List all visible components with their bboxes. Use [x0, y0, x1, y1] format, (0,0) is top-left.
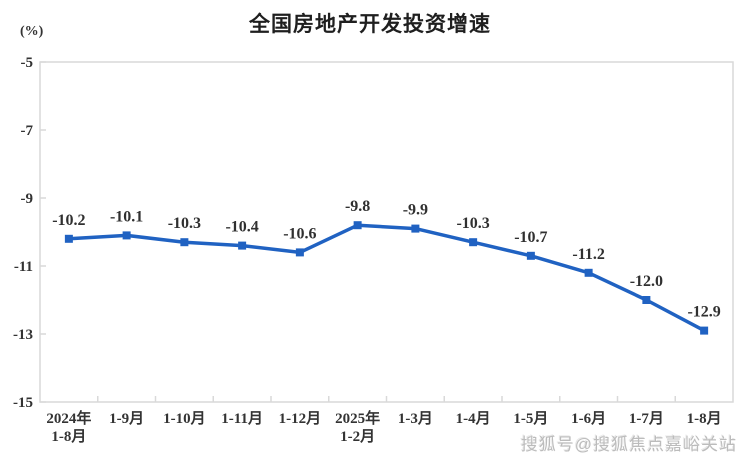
y-axis-tick-label: -9 — [21, 191, 34, 207]
x-axis-label: 1-3月 — [398, 410, 433, 427]
data-point-marker — [64, 234, 73, 243]
data-point-marker — [180, 238, 189, 247]
data-point-label: -11.2 — [572, 246, 604, 263]
x-axis-label: 1-4月 — [456, 410, 491, 427]
x-axis-label: 2024年 1-8月 — [46, 409, 91, 445]
data-point-marker — [353, 221, 362, 230]
data-point-label: -10.7 — [514, 229, 547, 246]
data-point-marker — [238, 241, 247, 250]
x-axis-label: 1-9月 — [109, 410, 144, 427]
data-point-marker — [411, 224, 420, 233]
y-axis-tick-label: -13 — [13, 327, 33, 343]
data-point-label: -9.8 — [345, 198, 370, 215]
data-point-label: -9.9 — [403, 202, 428, 219]
x-axis-label: 2025年 1-2月 — [335, 409, 380, 445]
y-axis-tick-label: -11 — [14, 259, 33, 275]
x-axis-label: 1-7月 — [629, 410, 664, 427]
data-point-label: -10.3 — [168, 215, 201, 232]
x-axis-label: 1-5月 — [513, 410, 548, 427]
data-point-marker — [642, 296, 651, 304]
x-axis-label: 1-12月 — [279, 410, 322, 427]
data-point-marker — [469, 238, 478, 247]
x-axis-label: 1-8月 — [687, 410, 722, 427]
data-point-label: -10.6 — [283, 225, 316, 242]
y-axis-tick-label: -7 — [21, 123, 34, 139]
data-point-marker — [700, 326, 709, 335]
data-point-marker — [526, 251, 535, 260]
watermark-text: 搜狐号@搜狐焦点嘉峪关站 — [520, 435, 737, 454]
data-point-marker — [295, 248, 304, 257]
y-axis-unit-label: (%) — [20, 24, 44, 39]
chart-title: 全国房地产开发投资增速 — [249, 13, 491, 36]
x-axis-label: 1-10月 — [163, 410, 206, 427]
data-line — [67, 223, 706, 333]
y-axis-tick-label: -5 — [21, 55, 34, 71]
data-point-marker — [584, 268, 593, 277]
data-point-marker — [122, 231, 131, 240]
x-axis-label: 1-11月 — [221, 410, 263, 427]
data-point-label: -10.2 — [52, 212, 85, 229]
data-point-label: -10.1 — [110, 208, 143, 225]
data-point-label: -10.3 — [456, 215, 489, 232]
data-point-label: -12.9 — [687, 304, 720, 321]
x-axis-label: 1-6月 — [571, 410, 606, 427]
plot-border — [39, 61, 734, 403]
data-point-label: -10.4 — [225, 219, 258, 236]
y-axis-tick-label: -15 — [13, 395, 33, 411]
data-point-label: -12.0 — [630, 273, 663, 290]
